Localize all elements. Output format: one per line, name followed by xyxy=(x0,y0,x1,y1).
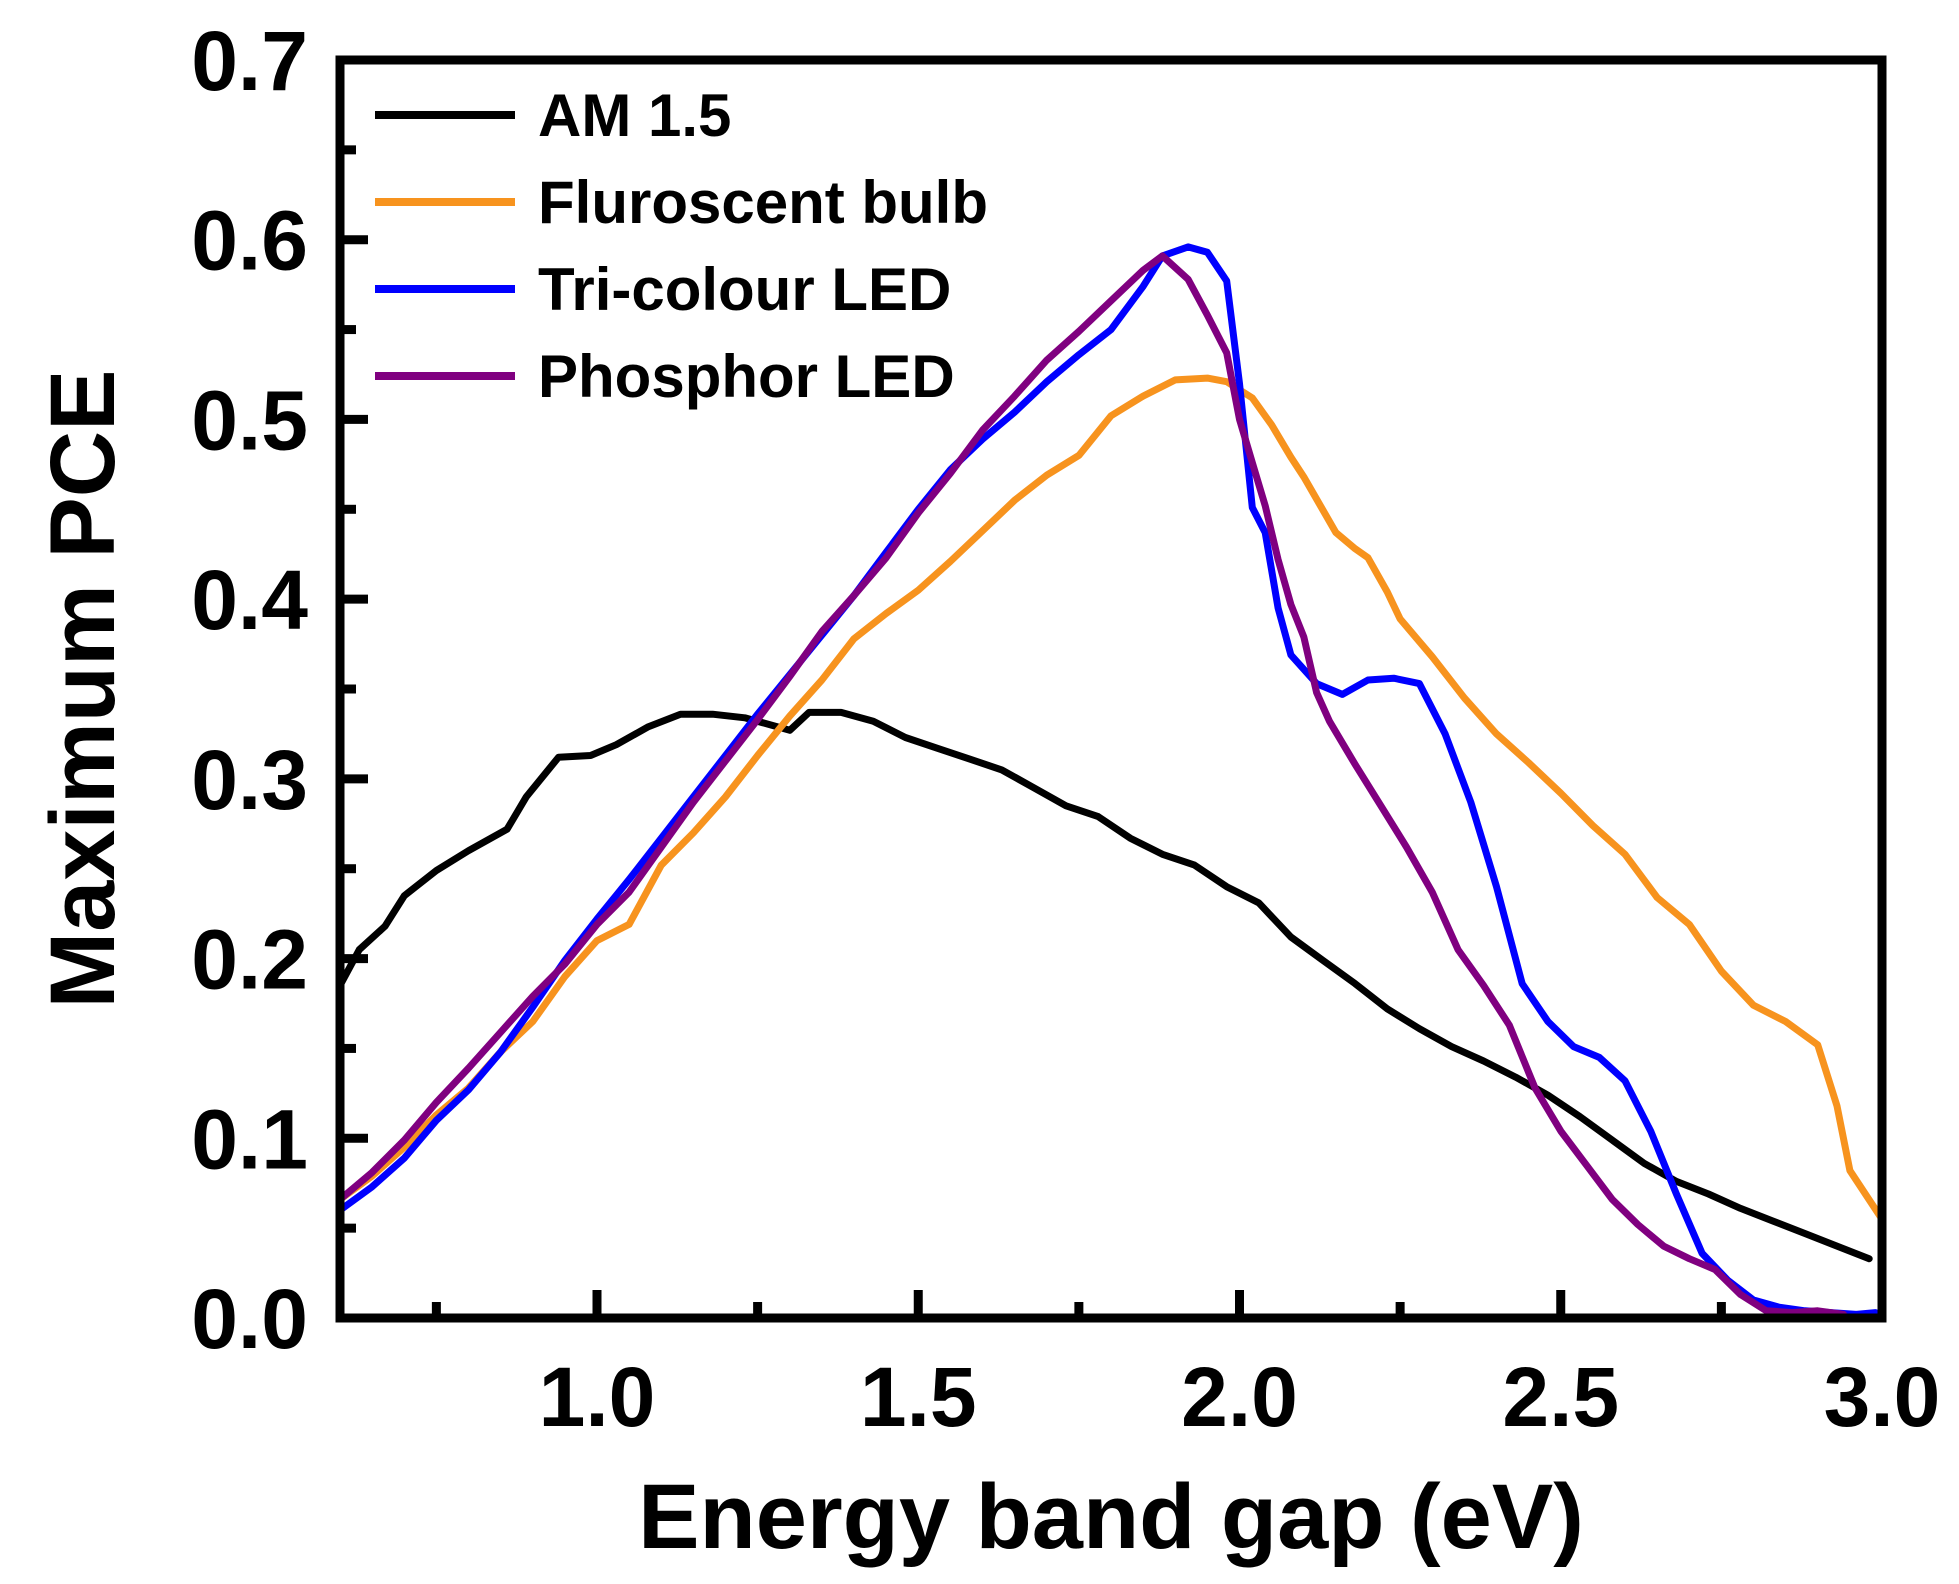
series-line-1 xyxy=(340,374,1882,1223)
y-tick-label: 0.4 xyxy=(191,553,308,647)
legend-label-1: Fluroscent bulb xyxy=(538,169,988,236)
ticks-layer: 0.0 0.1 0.2 0.3 0.4 0.5 0.6 0.7 1.0 1.5 2.0 2.5 3.0 xyxy=(191,14,1940,1444)
legend-label-2: Tri-colour LED xyxy=(538,256,951,323)
series-line-3 xyxy=(340,252,1847,1318)
x-tick-label: 1.5 xyxy=(860,1350,977,1444)
y-tick-label: 0.5 xyxy=(191,373,308,467)
legend: AM 1.5 Fluroscent bulb Tri-colour LED Phosp… xyxy=(375,82,988,410)
series-line-0 xyxy=(340,708,1873,1263)
x-tick-label: 3.0 xyxy=(1824,1350,1941,1444)
y-tick-label: 0.7 xyxy=(191,14,308,108)
x-axis-title: Energy band gap (eV) xyxy=(638,1466,1584,1568)
y-tick-label: 0.1 xyxy=(191,1092,308,1186)
legend-label-3: Phosphor LED xyxy=(538,343,955,410)
y-tick-label: 0.6 xyxy=(191,194,308,288)
y-tick-label: 0.0 xyxy=(191,1272,308,1366)
x-tick-label: 1.0 xyxy=(539,1350,656,1444)
series-layer xyxy=(340,243,1882,1318)
series-line-2 xyxy=(340,243,1880,1318)
x-tick-label: 2.5 xyxy=(1502,1350,1619,1444)
legend-label-0: AM 1.5 xyxy=(538,82,731,149)
y-tick-label: 0.3 xyxy=(191,733,308,827)
y-tick-label: 0.2 xyxy=(191,913,308,1007)
x-tick-label: 2.0 xyxy=(1181,1350,1298,1444)
y-axis-title: Maximum PCE xyxy=(32,369,134,1008)
